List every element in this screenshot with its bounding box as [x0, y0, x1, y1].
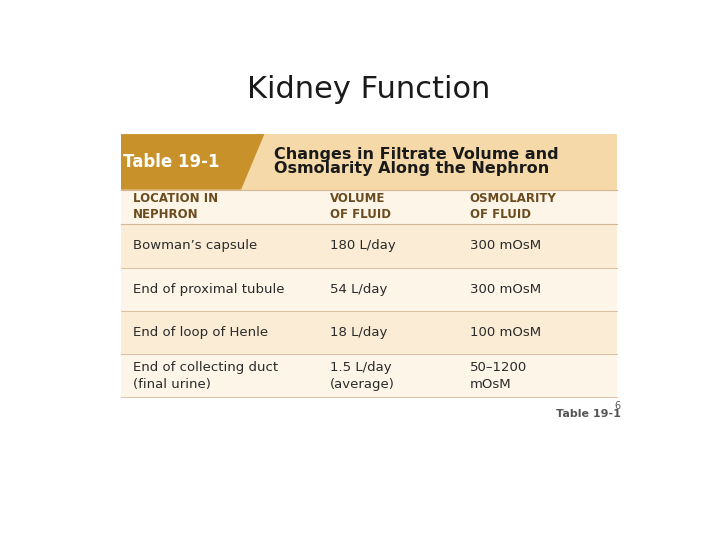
Bar: [121, 190, 617, 224]
Text: 300 mOsM: 300 mOsM: [469, 239, 541, 252]
Text: 6: 6: [615, 401, 621, 411]
Text: Table 19-1: Table 19-1: [123, 153, 220, 171]
Text: OSMOLARITY
OF FLUID: OSMOLARITY OF FLUID: [469, 192, 557, 221]
Text: Changes in Filtrate Volume and: Changes in Filtrate Volume and: [274, 147, 558, 163]
Text: Osmolarity Along the Nephron: Osmolarity Along the Nephron: [274, 161, 549, 176]
Text: End of collecting duct
(final urine): End of collecting duct (final urine): [132, 361, 278, 391]
Text: End of proximal tubule: End of proximal tubule: [132, 282, 284, 296]
Text: 1.5 L/day
(average): 1.5 L/day (average): [330, 361, 395, 391]
Text: Table 19-1: Table 19-1: [556, 409, 621, 419]
Text: 54 L/day: 54 L/day: [330, 282, 387, 296]
Text: LOCATION IN
NEPHRON: LOCATION IN NEPHRON: [132, 192, 217, 221]
Bar: [121, 354, 617, 397]
Text: 100 mOsM: 100 mOsM: [469, 326, 541, 339]
Text: End of loop of Henle: End of loop of Henle: [132, 326, 268, 339]
Text: Bowman’s capsule: Bowman’s capsule: [132, 239, 257, 252]
Bar: [121, 134, 617, 397]
Text: 50–1200
mOsM: 50–1200 mOsM: [469, 361, 527, 391]
Text: Kidney Function: Kidney Function: [247, 75, 491, 104]
Text: 180 L/day: 180 L/day: [330, 239, 396, 252]
Polygon shape: [121, 134, 264, 190]
Text: VOLUME
OF FLUID: VOLUME OF FLUID: [330, 192, 391, 221]
Text: 18 L/day: 18 L/day: [330, 326, 387, 339]
Text: 300 mOsM: 300 mOsM: [469, 282, 541, 296]
Bar: [121, 134, 617, 190]
Bar: [121, 267, 617, 311]
Bar: [121, 311, 617, 354]
Bar: [121, 224, 617, 267]
